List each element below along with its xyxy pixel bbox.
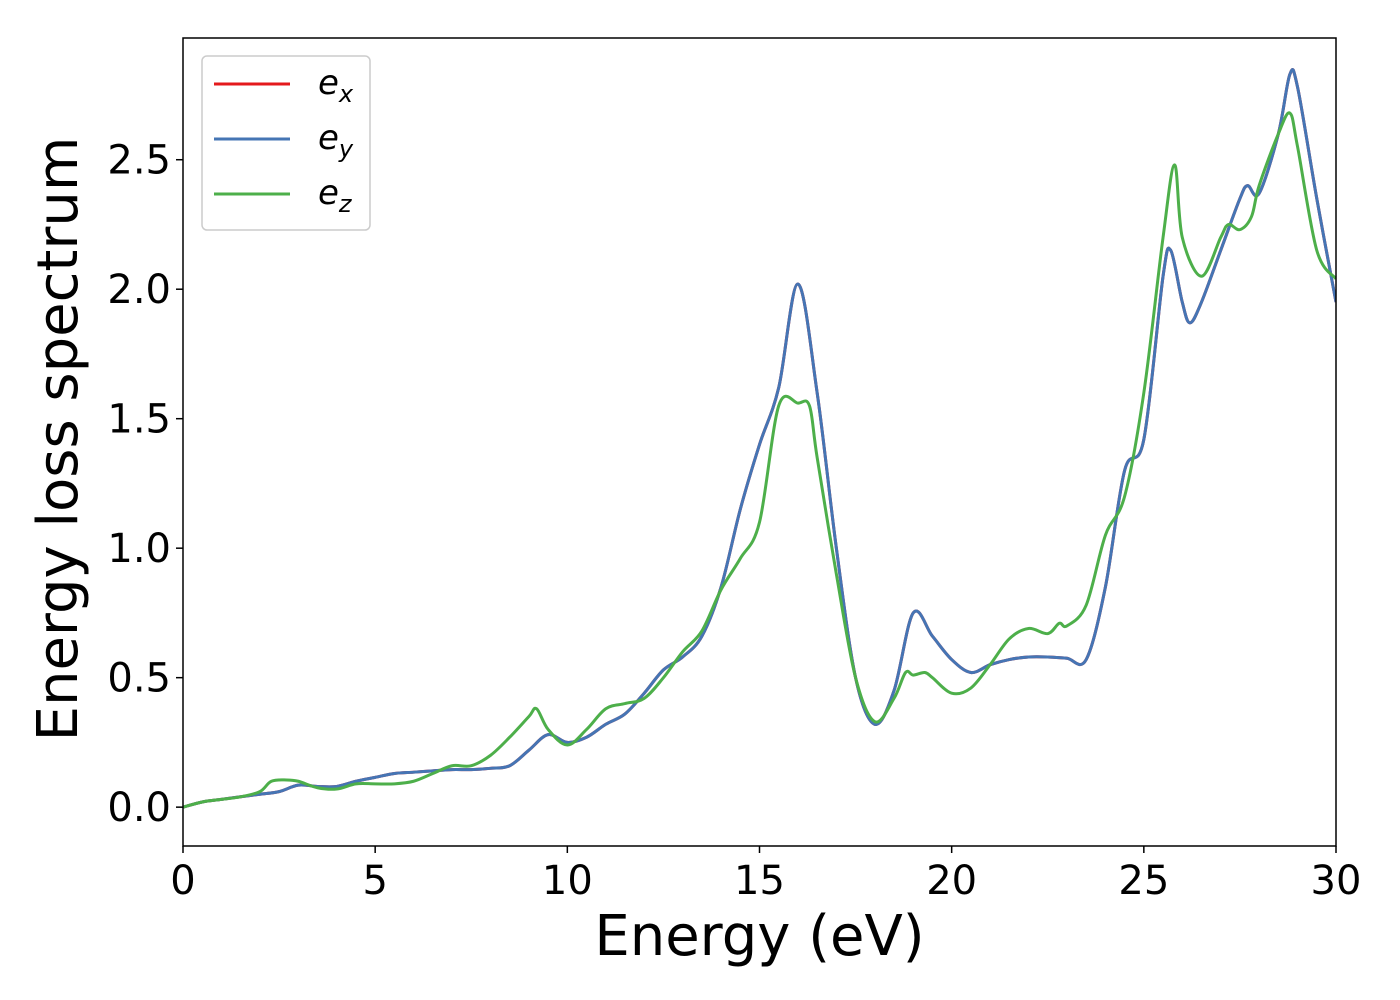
x-tick-label: 15 — [734, 858, 785, 904]
y-tick-label: 1.0 — [107, 526, 171, 572]
legend: ex ey ez — [201, 55, 371, 231]
series-line-e-z — [183, 111, 1336, 809]
legend-label-x: ex — [318, 63, 354, 108]
x-tick-label: 10 — [542, 858, 593, 904]
series-layer — [183, 67, 1336, 809]
x-tick-label: 30 — [1311, 858, 1362, 904]
legend-label-z: ez — [318, 173, 353, 218]
x-axis-ticks: 0 5 10 15 20 25 30 — [170, 846, 1361, 904]
y-tick-label: 0.0 — [107, 785, 171, 831]
y-tick-label: 1.5 — [107, 397, 171, 443]
legend-label-y: ey — [318, 118, 354, 163]
y-axis-label: Energy loss spectrum — [26, 137, 91, 742]
legend-box — [201, 55, 371, 231]
y-tick-label: 0.5 — [107, 656, 171, 702]
series-line-e-y — [183, 67, 1336, 809]
y-tick-label: 2.0 — [107, 267, 171, 313]
x-tick-label: 5 — [362, 858, 387, 904]
x-tick-label: 20 — [926, 858, 977, 904]
y-tick-label: 2.5 — [107, 138, 171, 184]
x-axis-label: Energy (eV) — [594, 904, 924, 969]
x-tick-label: 25 — [1118, 858, 1169, 904]
x-tick-label: 0 — [170, 858, 195, 904]
y-axis-ticks: 0.0 0.5 1.0 1.5 2.0 2.5 — [107, 138, 183, 831]
